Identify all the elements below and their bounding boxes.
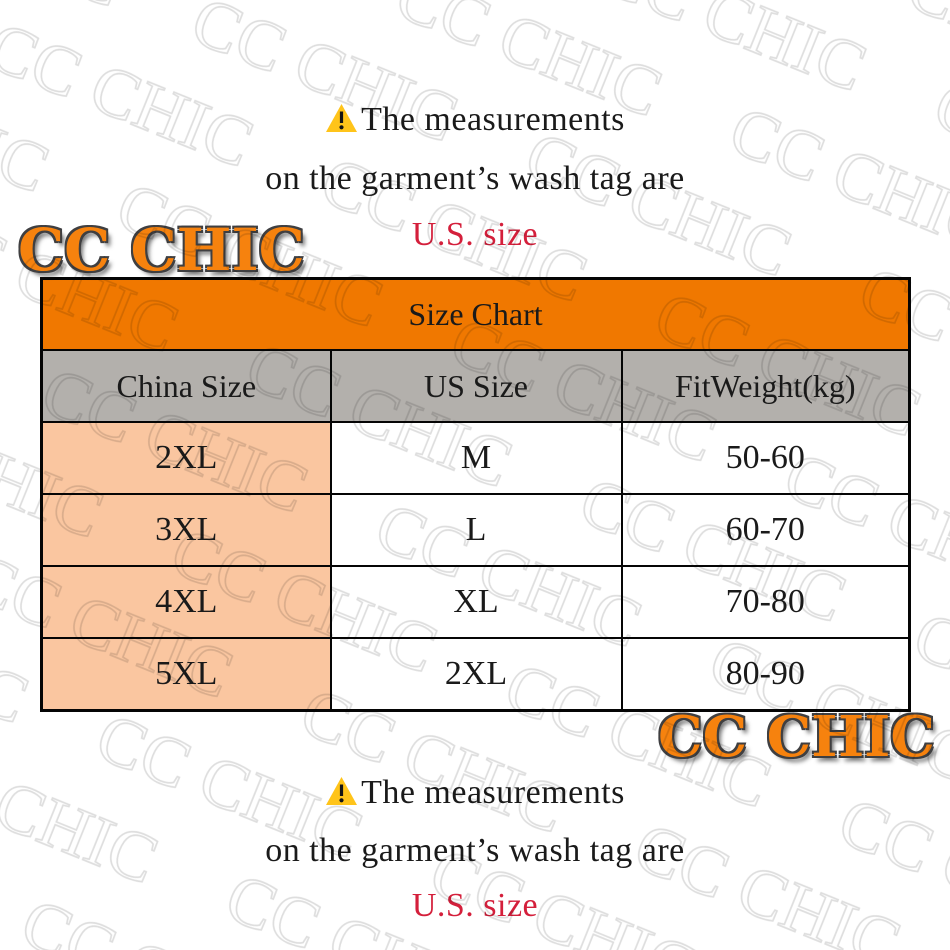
notice-text: The measurements	[361, 101, 625, 138]
cell-us-size: M	[329, 421, 623, 495]
notice-line-3: U.S. size	[411, 887, 539, 924]
brand-logo-top: CC CHIC	[18, 216, 305, 284]
cell-china-size: 3XL	[40, 493, 332, 567]
notice-line-2: on the garment’s wash tag are	[265, 832, 685, 869]
cell-china-size: 2XL	[40, 421, 332, 495]
warning-triangle-icon	[325, 768, 358, 823]
table-row: 3XL L 60-70	[40, 493, 911, 567]
table-header-row: China Size US Size FitWeight(kg)	[40, 349, 911, 423]
brand-logo-bottom: CC CHIC	[658, 704, 935, 770]
bottom-notice: The measurements on the garment’s wash t…	[0, 765, 950, 933]
table-row: 5XL 2XL 80-90	[40, 637, 911, 711]
table-title-row: Size Chart	[40, 277, 911, 351]
cell-fit-weight: 60-70	[620, 493, 911, 567]
cell-us-size: XL	[329, 565, 623, 639]
cell-fit-weight: 70-80	[620, 565, 911, 639]
cell-china-size: 5XL	[40, 637, 332, 711]
cell-fit-weight: 80-90	[620, 637, 911, 711]
cell-china-size: 4XL	[40, 565, 332, 639]
column-header-china-size: China Size	[40, 349, 332, 423]
table-row: 2XL M 50-60	[40, 421, 911, 495]
table-row: 4XL XL 70-80	[40, 565, 911, 639]
column-header-us-size: US Size	[329, 349, 623, 423]
notice-text: The measurements	[361, 774, 625, 811]
size-chart-table: Size Chart China Size US Size FitWeight(…	[40, 277, 912, 712]
notice-line-1: The measurements	[0, 92, 950, 151]
column-header-fit-weight: FitWeight(kg)	[620, 349, 911, 423]
notice-line-1: The measurements	[0, 765, 950, 823]
size-chart-title: Size Chart	[40, 277, 911, 351]
notice-line-2: on the garment’s wash tag are	[265, 160, 685, 197]
cell-fit-weight: 50-60	[620, 421, 911, 495]
warning-triangle-icon	[325, 95, 358, 151]
cell-us-size: L	[329, 493, 623, 567]
cell-us-size: 2XL	[329, 637, 623, 711]
